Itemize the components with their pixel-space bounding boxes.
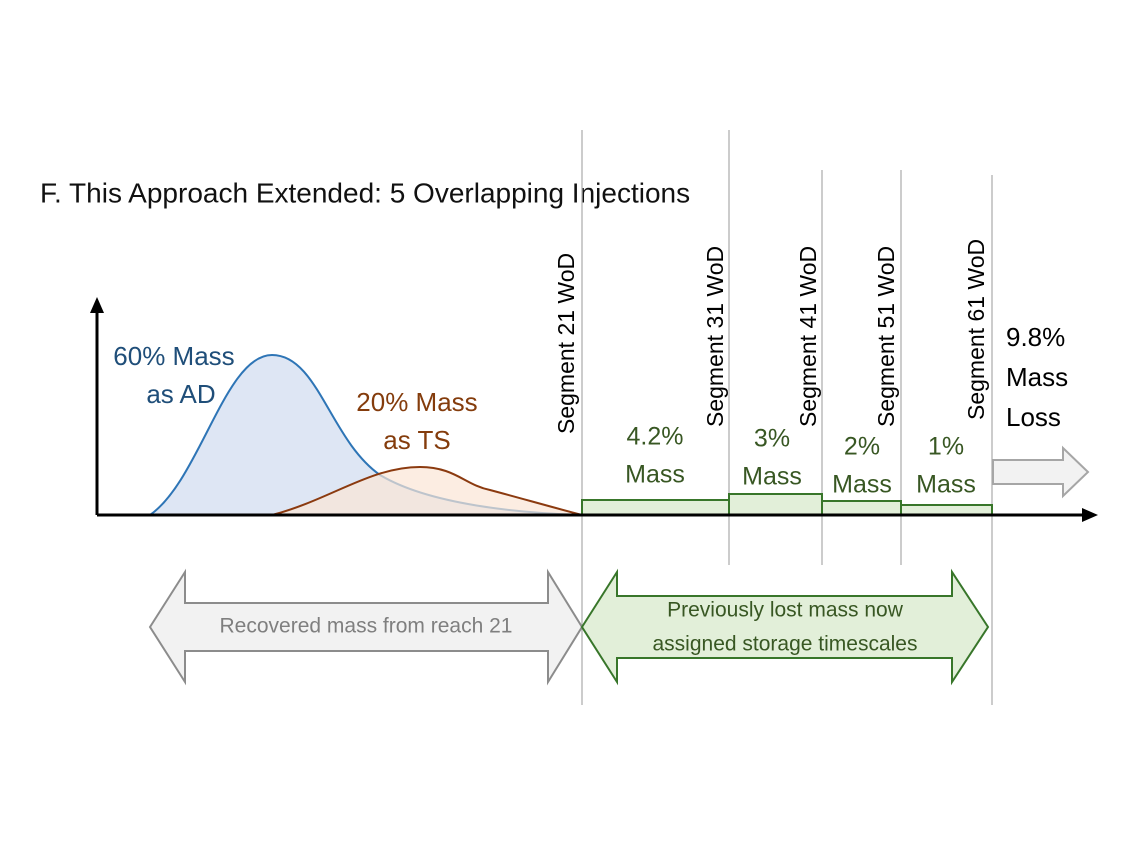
- segment-lines: [581, 130, 993, 705]
- y-arrowhead: [90, 297, 104, 313]
- loss-label: 9.8% Mass Loss: [1006, 322, 1068, 432]
- mass-label: 1%: [928, 433, 964, 461]
- x-arrowhead: [1082, 508, 1098, 522]
- ts-label: 20% Mass as TS: [356, 387, 477, 455]
- recovered-text: Recovered mass from reach 21: [220, 615, 513, 638]
- loss-arrow: [992, 445, 1090, 499]
- mass-label: 4.2%: [627, 423, 684, 451]
- segment-label: Segment 61 WoD: [963, 239, 989, 420]
- ts-curve: [271, 465, 583, 516]
- segment-labels: Segment 21 WoD Segment 31 WoD Segment 41…: [553, 239, 989, 434]
- mass-label: Mass: [625, 461, 685, 489]
- mass-label: Mass: [916, 471, 976, 499]
- previous-arrow: [580, 568, 990, 686]
- mass-label: 2%: [844, 433, 880, 461]
- loss-line: Loss: [1006, 402, 1061, 432]
- segment-label: Segment 21 WoD: [553, 253, 579, 434]
- segment-label: Segment 41 WoD: [795, 246, 821, 427]
- previous-text: Previously lost mass now assigned storag…: [653, 599, 918, 656]
- previous-line: Previously lost mass now: [667, 599, 904, 622]
- mass-label: Mass: [742, 463, 802, 491]
- ad-label: 60% Mass as AD: [113, 341, 234, 409]
- title: F. This Approach Extended: 5 Overlapping…: [40, 177, 690, 208]
- mass-label: 3%: [754, 425, 790, 453]
- ts-label-line: 20% Mass: [356, 387, 477, 417]
- segment-label: Segment 31 WoD: [702, 246, 728, 427]
- mass-labels: 4.2% Mass 3% Mass 2% Mass 1% Mass: [625, 423, 976, 499]
- previous-line: assigned storage timescales: [653, 633, 918, 656]
- ad-label-line: 60% Mass: [113, 341, 234, 371]
- mass-label: Mass: [832, 471, 892, 499]
- loss-line: Mass: [1006, 362, 1068, 392]
- ts-label-line: as TS: [383, 425, 450, 455]
- ad-label-line: as AD: [146, 379, 215, 409]
- segment-label: Segment 51 WoD: [873, 246, 899, 427]
- loss-line: 9.8%: [1006, 322, 1065, 352]
